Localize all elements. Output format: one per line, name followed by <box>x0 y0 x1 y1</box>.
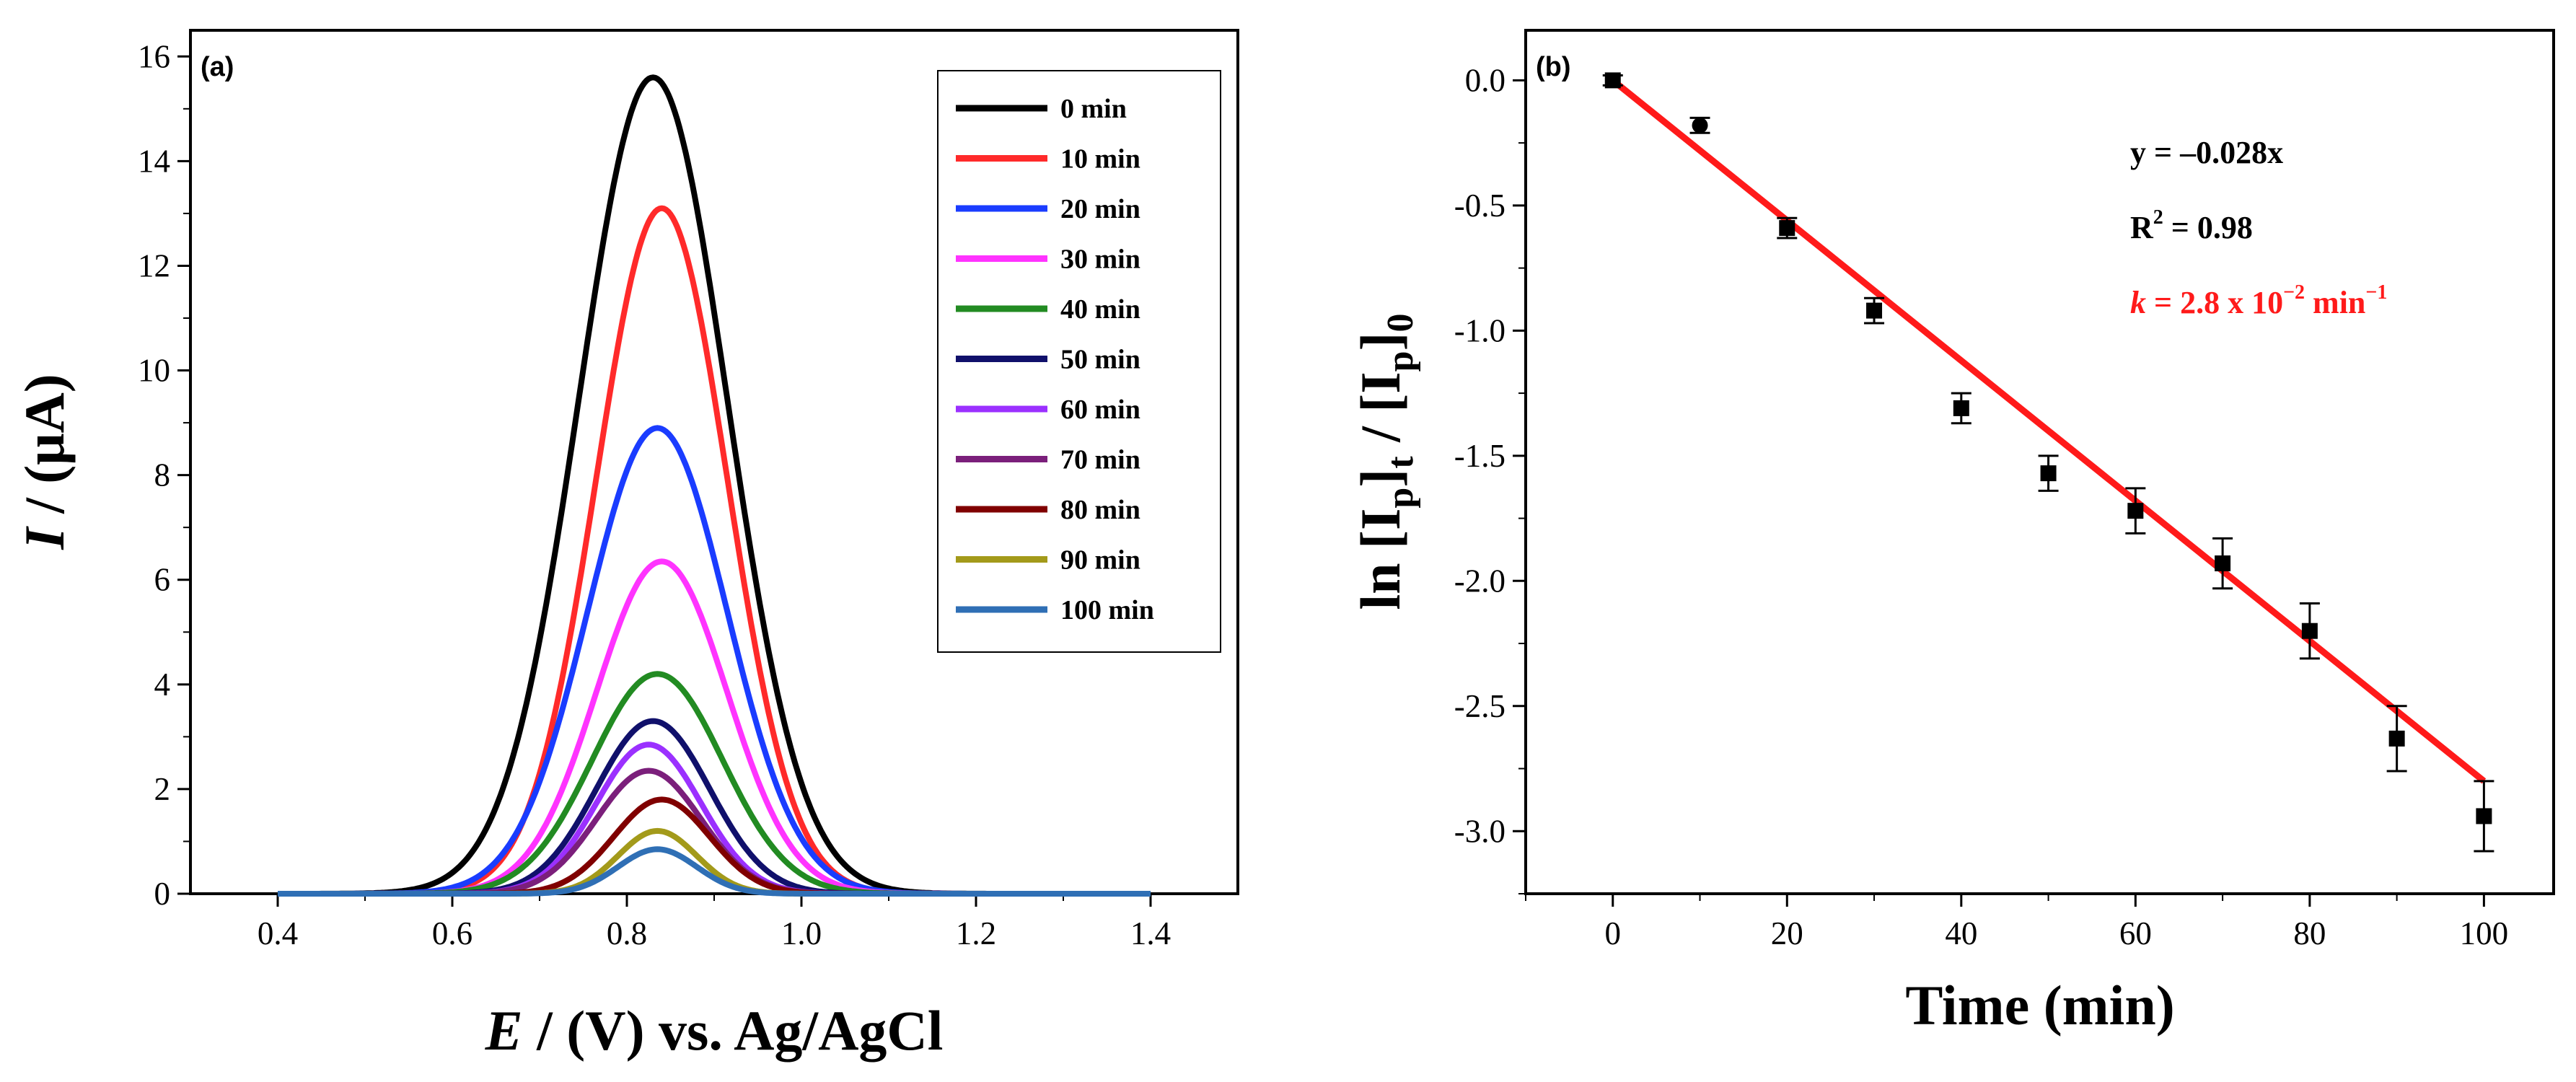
legend-label: 10 min <box>1060 144 1140 175</box>
data-point <box>1604 72 1621 89</box>
legend-label: 100 min <box>1060 595 1154 625</box>
a-y-tick-label: 14 <box>138 143 170 179</box>
panel-a-legend: 0 min 10 min 20 min 30 min 40 min 50 min 60 mi… <box>937 70 1221 653</box>
data-point <box>2127 503 2144 519</box>
data-point <box>2040 465 2057 482</box>
b-x-tick-label: 80 <box>2293 915 2326 951</box>
data-point <box>2476 808 2492 824</box>
b-x-tick-label: 0 <box>1605 915 1622 951</box>
data-point <box>1866 302 1883 319</box>
x-title-italic: E <box>485 999 523 1062</box>
panel-b-x-axis: 0 20 40 60 80 100 <box>1525 894 2509 951</box>
panel-a-label: (a) <box>201 52 234 82</box>
k-unit-exp: −1 <box>2365 281 2387 304</box>
a-y-tick-label: 4 <box>154 667 171 703</box>
k-exp: −2 <box>2283 281 2305 304</box>
b-x-tick-label: 20 <box>1771 915 1803 951</box>
a-y-tick-label: 10 <box>138 353 170 389</box>
panel-b-label: (b) <box>1536 52 1571 82</box>
b-y-tick-label: -2.0 <box>1454 563 1505 599</box>
panel-b-points <box>1602 72 2494 853</box>
panel-a-y-axis-title: I / (μA) <box>13 374 76 550</box>
data-point <box>2301 623 2318 639</box>
fit-line <box>1610 77 2487 784</box>
a-x-tick-label: 1.0 <box>781 915 822 951</box>
b-x-tick-label: 60 <box>2119 915 2152 951</box>
x-title-rest: / (V) vs. Ag/AgCl <box>523 999 944 1062</box>
panel-b-y-axis-title: ln [Ip]t / [Ip]0 <box>1349 313 1421 610</box>
b-x-tick-label: 40 <box>1945 915 1977 951</box>
k-text: = 2.8 x 10 <box>2146 285 2283 320</box>
a-x-tick-label: 1.2 <box>956 915 996 951</box>
a-y-tick-label: 2 <box>154 771 171 807</box>
b-y-tick-label: -3.0 <box>1454 813 1505 849</box>
r2-sup: 2 <box>2153 206 2163 229</box>
a-y-tick-label: 12 <box>138 247 170 283</box>
curve-40-min <box>277 671 1151 897</box>
legend-label: 30 min <box>1060 245 1140 275</box>
b-y-tick-label: -0.5 <box>1454 188 1505 224</box>
legend-label: 40 min <box>1060 294 1140 325</box>
a-y-tick-label: 0 <box>154 876 171 912</box>
legend-label: 50 min <box>1060 345 1140 375</box>
panel-a-y-axis: 0 2 4 6 8 10 12 14 16 <box>138 38 190 912</box>
panel-a: 0.4 0.6 0.8 1.0 1.2 1.4 0 2 4 6 8 10 12 14 16 (a) 0 m… <box>13 29 1239 1062</box>
b-y-tick-label: -2.5 <box>1454 688 1505 724</box>
panel-a-curves <box>277 74 1151 897</box>
legend-label: 0 min <box>1060 94 1127 124</box>
panel-b-x-axis-title: Time (min) <box>1905 974 2174 1037</box>
legend-label: 70 min <box>1060 445 1140 475</box>
a-y-tick-label: 8 <box>154 457 171 493</box>
a-x-tick-label: 0.8 <box>607 915 647 951</box>
y-title-italic: I <box>13 526 76 550</box>
r-squared: R2 = 0.98 <box>2130 206 2253 245</box>
data-point <box>2388 730 2405 747</box>
panel-b-fit <box>1610 77 2487 784</box>
a-x-tick-label: 0.4 <box>258 915 298 951</box>
fit-equation: y = –0.028x <box>2130 135 2283 170</box>
k-unit: min <box>2305 285 2365 320</box>
curve-100-min <box>277 846 1151 897</box>
data-point <box>2215 555 2231 572</box>
b-y-tick-label: -1.0 <box>1454 312 1505 348</box>
data-point <box>1953 400 1969 416</box>
r2-suffix: = 0.98 <box>2163 210 2253 245</box>
legend-label: 90 min <box>1060 545 1140 576</box>
legend-label: 60 min <box>1060 395 1140 425</box>
a-x-tick-label: 0.6 <box>432 915 472 951</box>
panel-b: 0 20 40 60 80 100 0.0 -0.5 -1.0 -1.5 -2.0 -2.5 -3.0… <box>1349 29 2555 1037</box>
rate-constant: k = 2.8 x 10−2 min−1 <box>2130 281 2387 320</box>
a-x-tick-label: 1.4 <box>1130 915 1171 951</box>
legend-label: 20 min <box>1060 194 1140 224</box>
data-point <box>1779 220 1795 237</box>
a-y-tick-label: 6 <box>154 562 171 598</box>
a-y-tick-label: 16 <box>138 38 170 74</box>
b-y-tick-label: 0.0 <box>1465 62 1505 98</box>
data-point <box>1692 117 1708 133</box>
r2-prefix: R <box>2130 210 2154 245</box>
k-var: k <box>2130 285 2146 320</box>
legend-label: 80 min <box>1060 495 1140 525</box>
panel-b-plot-frame <box>1524 29 2555 895</box>
b-x-tick-label: 100 <box>2460 915 2509 951</box>
panel-b-y-axis: 0.0 -0.5 -1.0 -1.5 -2.0 -2.5 -3.0 <box>1454 62 1526 894</box>
y-title-rest: / (μA) <box>13 374 76 527</box>
panel-a-x-axis-title: E / (V) vs. Ag/AgCl <box>485 999 944 1062</box>
b-y-tick-label: -1.5 <box>1454 438 1505 474</box>
panel-a-x-axis: 0.4 0.6 0.8 1.0 1.2 1.4 <box>258 894 1171 951</box>
